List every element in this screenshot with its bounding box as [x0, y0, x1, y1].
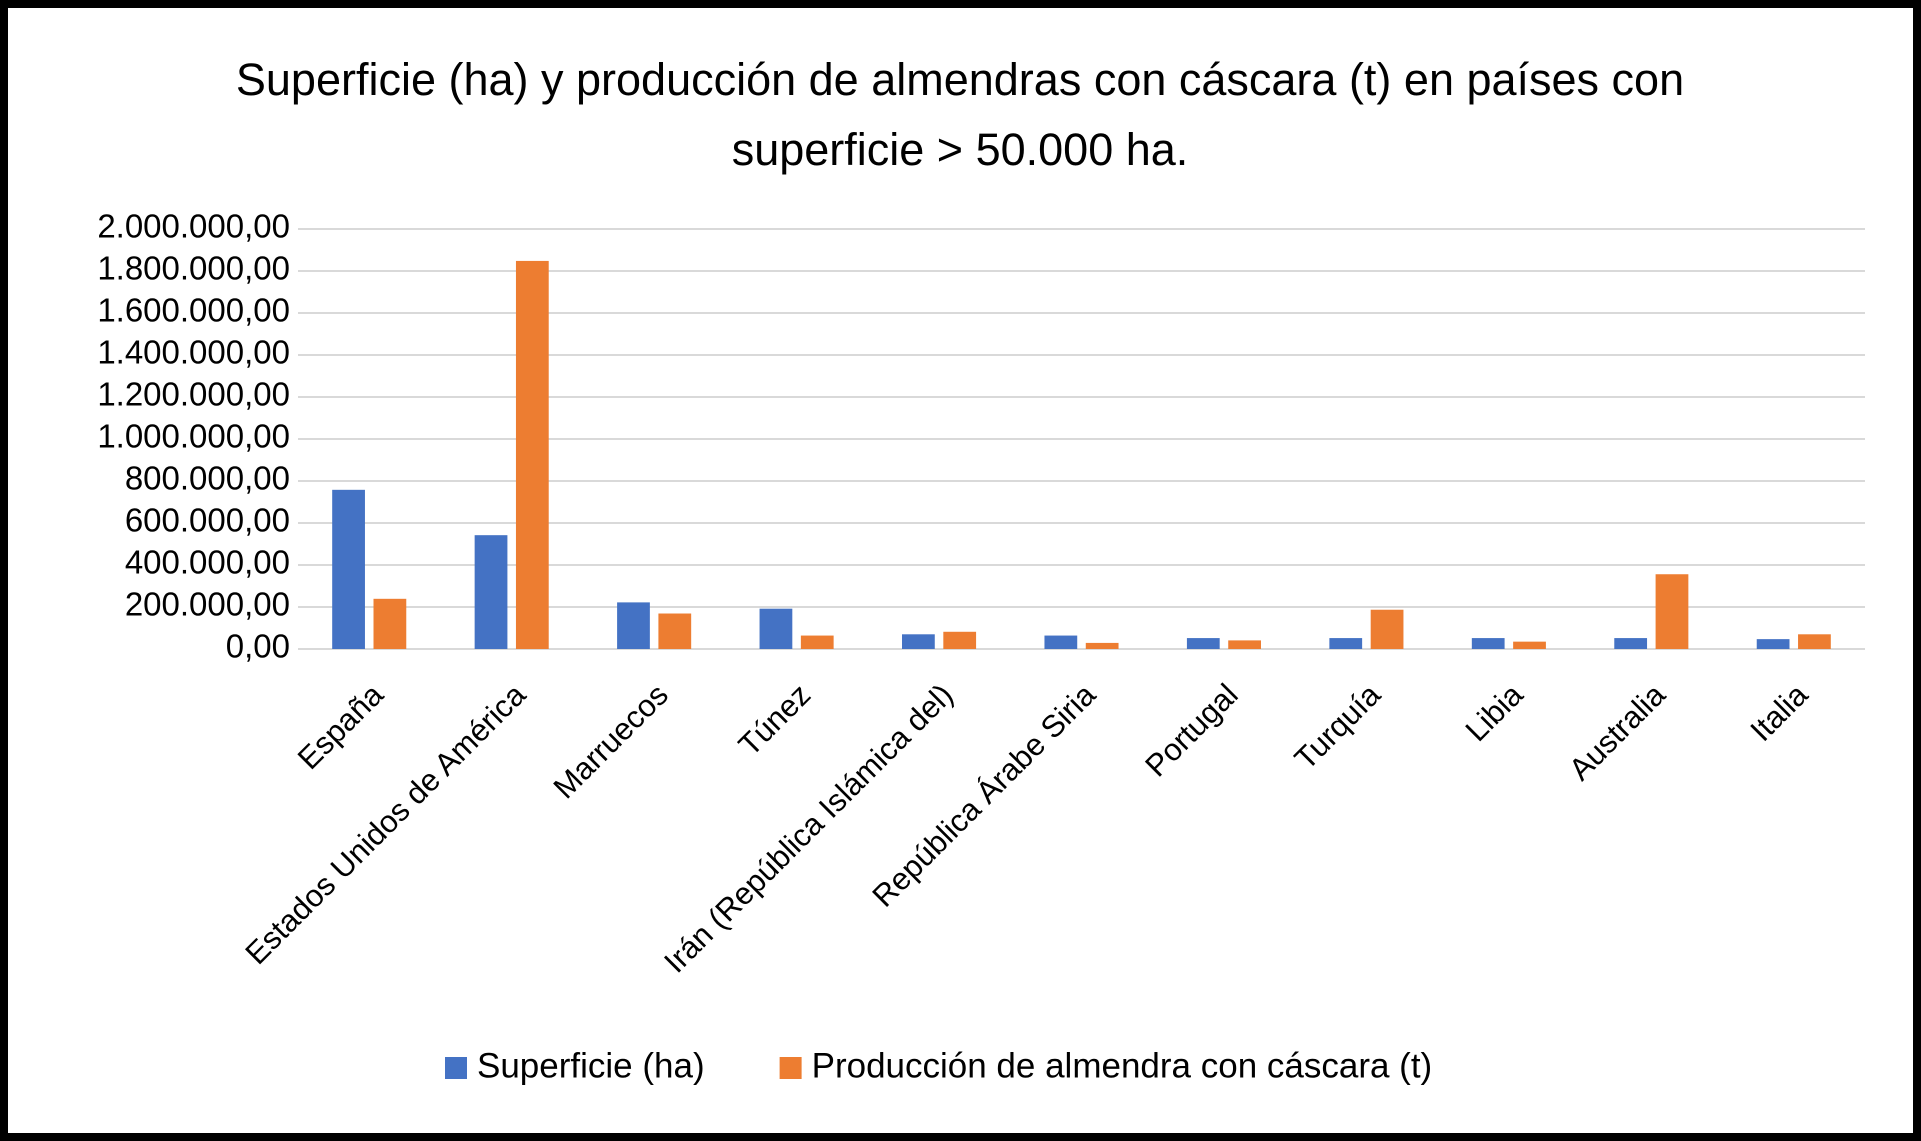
bar [617, 602, 650, 649]
bar [1085, 642, 1119, 649]
y-tick-label: 0,00 [226, 628, 290, 665]
bar [1798, 634, 1831, 649]
bar [474, 535, 508, 649]
bar [800, 635, 834, 649]
bar [1471, 638, 1505, 649]
legend-swatch [445, 1057, 467, 1079]
bar [1513, 641, 1546, 649]
bar [902, 634, 935, 649]
x-tick-label: Irán (República Islámica del) [657, 677, 960, 980]
y-tick-label: 800.000,00 [125, 460, 290, 497]
y-tick-label: 1.000.000,00 [97, 418, 290, 455]
legend-swatch [779, 1057, 802, 1079]
legend-label: Superficie (ha) [477, 1046, 705, 1085]
bar [1614, 638, 1648, 649]
legend-label: Producción de almendra con cáscara (t) [812, 1046, 1433, 1085]
bar [759, 608, 793, 649]
y-tick-label: 1.200.000,00 [97, 376, 290, 413]
x-tick-label: Italia [1743, 676, 1815, 748]
bar [1756, 639, 1790, 649]
x-tick-label: Estados Unidos de América [238, 676, 533, 971]
chart-title: Superficie (ha) y producción de almendra… [235, 54, 1685, 175]
bar [1186, 638, 1220, 649]
y-tick-label: 400.000,00 [125, 544, 290, 581]
x-tick-label: Libia [1459, 676, 1531, 748]
y-tick-label: 2.000.000,00 [97, 208, 290, 245]
bar [1370, 609, 1404, 649]
bar [1044, 635, 1078, 649]
y-tick-label: 1.400.000,00 [97, 334, 290, 371]
x-tick-label: Australia [1562, 676, 1673, 787]
bar [373, 598, 407, 649]
x-tick-label: Turquía [1288, 676, 1388, 776]
bar [1329, 638, 1363, 649]
y-tick-label: 1.800.000,00 [97, 250, 290, 287]
x-tick-label: Marruecos [547, 677, 675, 805]
y-tick-label: 1.600.000,00 [97, 292, 290, 329]
y-tick-label: 600.000,00 [125, 502, 290, 539]
x-tick-label: Portugal [1138, 677, 1244, 783]
bar [1655, 574, 1689, 649]
bar [1228, 640, 1261, 649]
x-tick-label: Túnez [732, 677, 818, 763]
y-tick-label: 200.000,00 [125, 586, 290, 623]
bar [658, 613, 692, 649]
bar [943, 631, 977, 649]
bar [332, 489, 365, 649]
x-tick-label: España [291, 676, 391, 776]
bar [515, 260, 549, 649]
